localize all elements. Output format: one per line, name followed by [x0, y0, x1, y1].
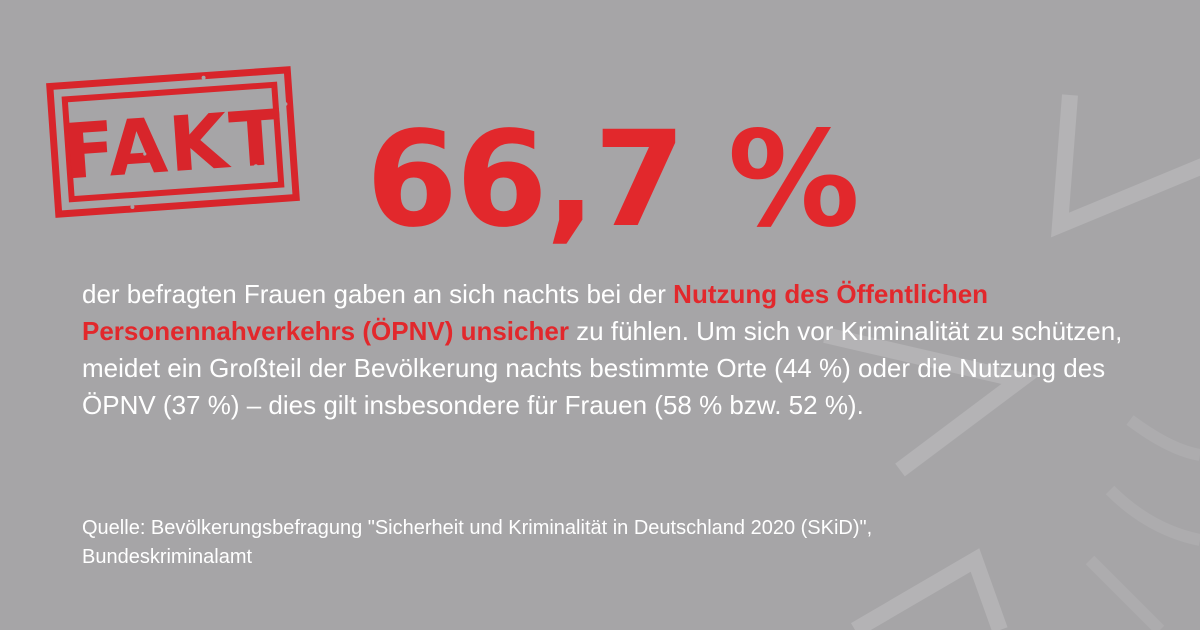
headline-percentage: 66,7 % [366, 103, 860, 257]
source-line-1: Quelle: Bevölkerungsbefragung "Sicherhei… [82, 517, 873, 539]
body-text-part1: der befragten Frauen gaben an sich nacht… [82, 279, 674, 309]
source-line-2: Bundeskriminalamt [82, 546, 253, 568]
source-note: Quelle: Bevölkerungsbefragung "Sicherhei… [82, 514, 1142, 572]
fakt-stamp: FAKT [43, 63, 302, 220]
body-paragraph: der befragten Frauen gaben an sich nacht… [82, 276, 1142, 424]
body-text-part2: zu fühlen. Um sich vor Kriminalität zu s… [82, 316, 1123, 420]
body-highlight: Nutzung des Öffentlichen Personennahverk… [82, 279, 989, 346]
stamp-text: FAKT [60, 92, 286, 196]
